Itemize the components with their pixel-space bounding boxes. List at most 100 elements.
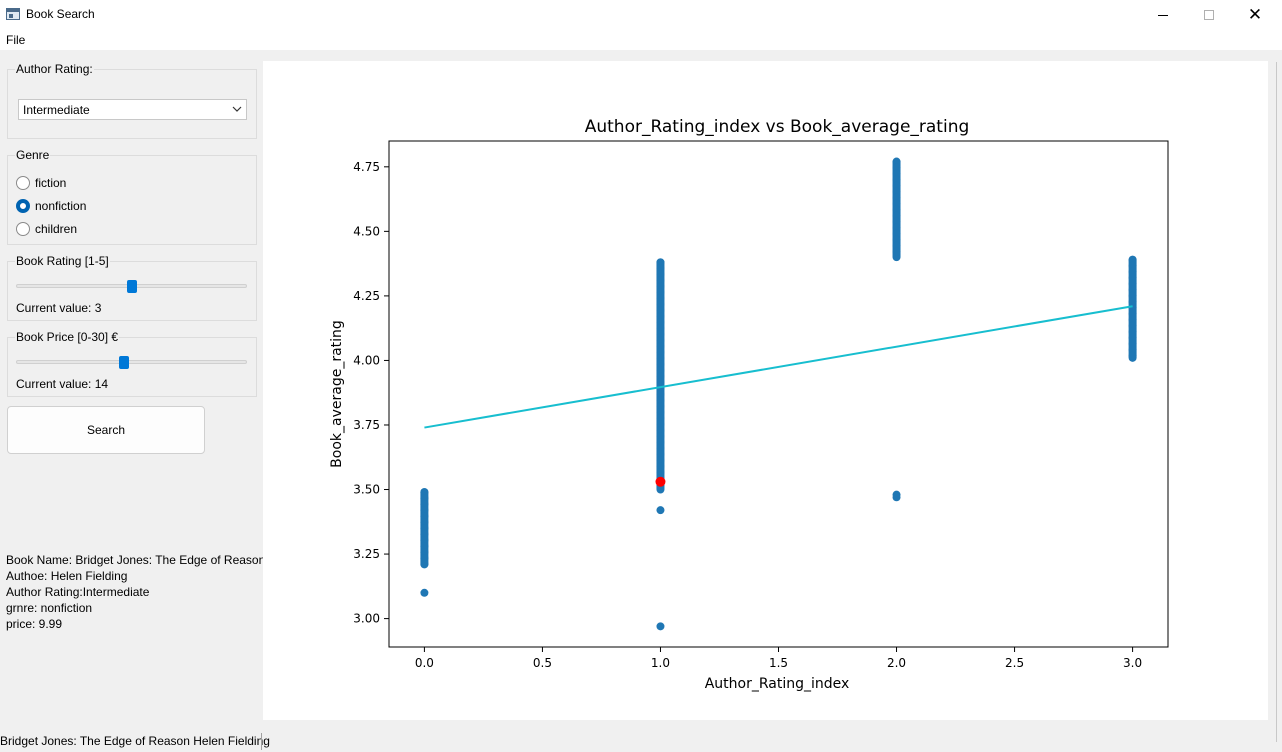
data-point	[656, 360, 665, 369]
minimize-button[interactable]	[1140, 0, 1186, 30]
genre-group: Genre fiction nonfiction children	[7, 148, 257, 245]
menu-file[interactable]: File	[6, 33, 26, 47]
radio-nonfiction-circle	[16, 199, 30, 213]
radio-nonfiction[interactable]: nonfiction	[16, 198, 136, 216]
close-button[interactable]: ✕	[1232, 0, 1278, 30]
data-point	[656, 258, 665, 267]
data-point	[1128, 267, 1137, 276]
data-point	[892, 163, 901, 172]
data-point	[656, 444, 665, 453]
radio-children-label: children	[35, 222, 78, 236]
detail-author: Authoe: Helen Fielding	[6, 569, 128, 583]
data-point	[656, 312, 665, 321]
book-details: Book Name: Bridget Jones: The Edge of Re…	[6, 552, 265, 632]
app-window-icon	[6, 8, 20, 20]
data-point	[892, 169, 901, 178]
search-button[interactable]: Search	[7, 406, 205, 454]
chevron-down-icon	[232, 106, 242, 112]
data-point	[1128, 291, 1137, 300]
menu-bar: File	[0, 30, 1282, 50]
data-point	[420, 554, 429, 563]
data-point	[656, 432, 665, 441]
y-axis-label: Book_average_rating	[329, 320, 345, 468]
data-point	[656, 402, 665, 411]
x-tick-label: 3.0	[1123, 656, 1142, 670]
book-price-current-value: Current value: 14	[16, 377, 109, 391]
data-point	[1128, 261, 1137, 270]
data-point	[420, 560, 429, 569]
book-price-slider-track[interactable]	[16, 360, 247, 364]
data-point	[892, 211, 901, 220]
data-point	[656, 342, 665, 351]
data-point	[892, 223, 901, 232]
status-text: Bridget Jones: The Edge of Reason Helen …	[0, 734, 270, 748]
data-point	[656, 306, 665, 315]
genre-label: Genre	[15, 148, 51, 162]
status-bar: Bridget Jones: The Edge of Reason Helen …	[0, 733, 1282, 752]
data-point	[1128, 279, 1137, 288]
data-point	[1128, 315, 1137, 324]
detail-book-name: Book Name: Bridget Jones: The Edge of Re…	[6, 553, 266, 567]
data-point	[892, 181, 901, 190]
author-rating-select[interactable]: Intermediate	[18, 99, 247, 120]
data-point	[420, 500, 429, 509]
book-price-group: Book Price [0-30] € Current value: 14	[7, 330, 257, 397]
maximize-button[interactable]	[1186, 0, 1232, 30]
status-separator	[261, 733, 262, 750]
radio-fiction-circle	[16, 176, 30, 190]
data-point	[1128, 297, 1137, 306]
data-point	[656, 390, 665, 399]
data-point	[656, 270, 665, 279]
detail-price: price: 9.99	[6, 617, 63, 631]
data-point	[656, 348, 665, 357]
data-point	[892, 157, 901, 166]
radio-fiction[interactable]: fiction	[16, 175, 136, 193]
y-tick-label: 3.75	[353, 418, 380, 432]
author-rating-group: Author Rating: Intermediate	[7, 62, 257, 139]
x-tick-label: 1.0	[651, 656, 670, 670]
y-tick-label: 4.00	[353, 353, 380, 367]
data-point	[892, 247, 901, 256]
x-tick-label: 0.5	[533, 656, 552, 670]
data-point	[1128, 327, 1137, 336]
book-price-slider-handle[interactable]	[119, 356, 130, 369]
data-point	[1128, 255, 1137, 264]
radio-children[interactable]: children	[16, 221, 136, 239]
highlight-point	[655, 476, 666, 487]
window-title: Book Search	[26, 7, 95, 21]
title-bar: Book Search ✕	[0, 0, 1282, 30]
data-point	[892, 199, 901, 208]
data-point	[656, 378, 665, 387]
close-icon: ✕	[1247, 4, 1263, 25]
data-point	[420, 542, 429, 551]
data-point	[1128, 333, 1137, 342]
data-point	[1128, 345, 1137, 354]
y-axis-ticks: 3.00 3.25 3.50 3.75 4.00 4.25 4.50 4.75	[353, 160, 389, 626]
data-point	[1128, 309, 1137, 318]
trend-line	[424, 305, 1133, 429]
data-point	[656, 300, 665, 309]
data-point	[656, 318, 665, 327]
data-point	[892, 193, 901, 202]
x-tick-label: 1.5	[769, 656, 788, 670]
data-point	[892, 241, 901, 250]
book-rating-current-value: Current value: 3	[16, 301, 102, 315]
data-point	[656, 414, 665, 423]
x-tick-label: 0.0	[415, 656, 434, 670]
data-point	[892, 229, 901, 238]
data-point	[656, 396, 665, 405]
scatter-chart: Author_Rating_index vs Book_average_rati…	[329, 117, 1169, 692]
data-point	[656, 408, 665, 417]
author-rating-value: Intermediate	[23, 103, 90, 117]
data-point	[656, 426, 665, 435]
author-rating-label: Author Rating:	[15, 62, 94, 76]
data-point	[656, 450, 665, 459]
data-point	[656, 276, 665, 285]
detail-genre: grnre: nonfiction	[6, 601, 93, 615]
data-point	[420, 488, 429, 497]
book-rating-slider-handle[interactable]	[126, 280, 137, 293]
data-point	[420, 548, 429, 557]
radio-nonfiction-label: nonfiction	[35, 199, 87, 213]
data-point	[892, 493, 901, 502]
data-point	[656, 264, 665, 273]
